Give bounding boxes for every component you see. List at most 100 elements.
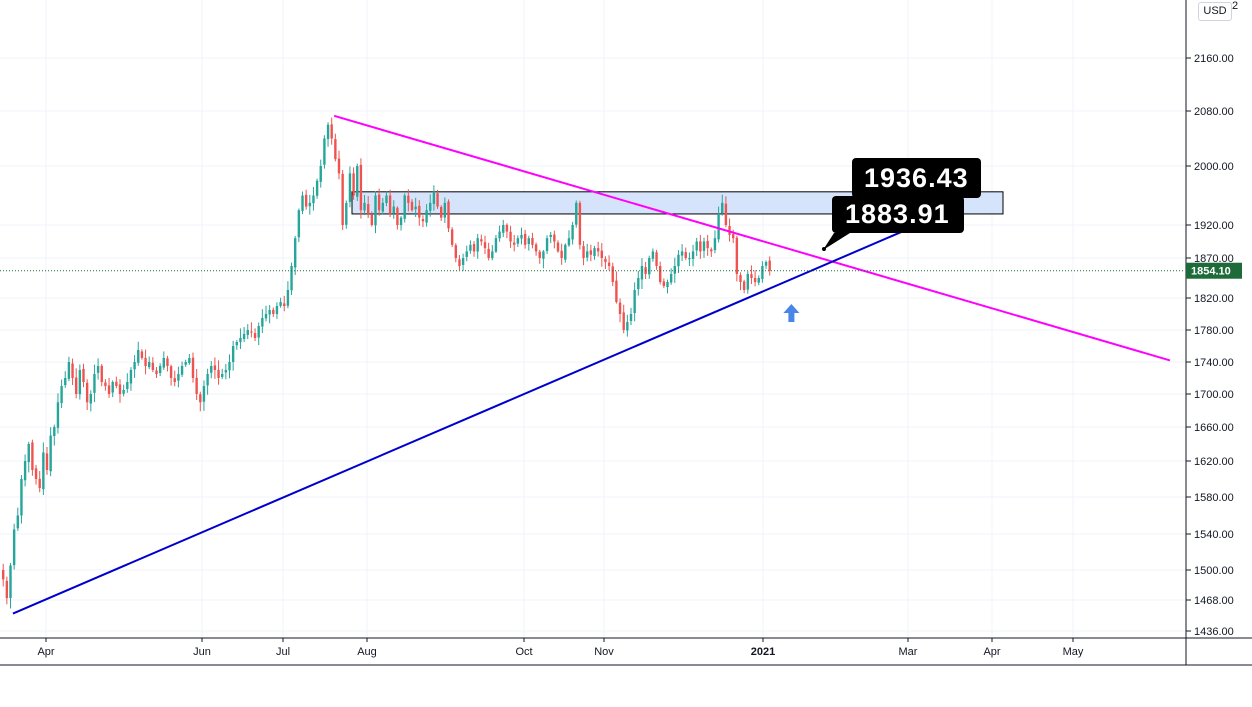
candle bbox=[246, 324, 249, 340]
candle bbox=[118, 379, 122, 403]
candle-body bbox=[162, 358, 165, 368]
price-tick-label: 1740.00 bbox=[1194, 357, 1234, 369]
candle bbox=[304, 189, 308, 210]
candle bbox=[575, 200, 578, 228]
candle-body bbox=[659, 266, 662, 282]
candle-body bbox=[640, 266, 644, 280]
candle-body bbox=[461, 258, 465, 265]
candle-body bbox=[735, 237, 739, 274]
candle-body bbox=[567, 238, 571, 246]
candle bbox=[89, 390, 92, 412]
candle-body bbox=[213, 365, 217, 370]
candle bbox=[374, 191, 377, 234]
candle bbox=[162, 351, 165, 370]
candle-body bbox=[505, 224, 509, 232]
candle-body bbox=[188, 358, 191, 364]
candle bbox=[403, 193, 406, 223]
candle bbox=[151, 357, 155, 373]
candle-body bbox=[308, 202, 311, 207]
candle-body bbox=[564, 244, 567, 260]
candle bbox=[753, 270, 757, 287]
candle-body bbox=[53, 427, 56, 437]
candle bbox=[334, 133, 337, 162]
candle bbox=[629, 307, 633, 325]
candle bbox=[199, 391, 202, 412]
candle-body bbox=[34, 468, 38, 479]
candle-body bbox=[414, 206, 417, 210]
candle-body bbox=[250, 331, 253, 333]
candle-body bbox=[93, 374, 96, 393]
candle-body bbox=[440, 207, 443, 218]
candle-body bbox=[513, 242, 516, 245]
descending-trendline bbox=[333, 114, 1171, 362]
candle bbox=[294, 236, 297, 275]
candle-body bbox=[578, 202, 582, 245]
candle bbox=[392, 200, 395, 219]
candle bbox=[228, 354, 231, 379]
candle bbox=[272, 307, 275, 317]
candle bbox=[45, 447, 49, 475]
candle bbox=[626, 314, 629, 337]
time-tick-label: Mar bbox=[899, 646, 918, 658]
candle bbox=[279, 297, 282, 308]
candle bbox=[491, 245, 494, 261]
candle bbox=[509, 225, 512, 248]
candle bbox=[669, 268, 673, 285]
candle-body bbox=[560, 250, 563, 258]
price-tick-label: 2160.00 bbox=[1194, 53, 1234, 65]
candle-body bbox=[224, 370, 228, 373]
candle bbox=[523, 229, 527, 249]
candle-body bbox=[469, 244, 472, 251]
annotations: 1936.43 1883.91 bbox=[783, 158, 981, 322]
candle bbox=[286, 281, 290, 309]
price-tick-label: 2080.00 bbox=[1194, 106, 1234, 118]
candle-body bbox=[49, 435, 52, 472]
candle-body bbox=[680, 251, 684, 256]
candle bbox=[12, 523, 16, 570]
candle bbox=[330, 117, 333, 145]
time-tick-label: Jul bbox=[276, 646, 290, 658]
currency-badge[interactable]: USD bbox=[1198, 2, 1232, 21]
candle bbox=[648, 255, 651, 279]
price-tick-label: 1700.00 bbox=[1194, 389, 1234, 401]
candle bbox=[75, 368, 78, 399]
candle bbox=[326, 122, 330, 147]
candle bbox=[2, 563, 5, 587]
candle-body bbox=[312, 195, 315, 204]
candle bbox=[261, 309, 264, 334]
candle-body bbox=[173, 378, 176, 382]
candle bbox=[359, 158, 363, 219]
candle-body bbox=[155, 370, 158, 374]
candle bbox=[312, 187, 315, 211]
candle-body bbox=[2, 570, 5, 580]
candle bbox=[586, 243, 589, 262]
candle bbox=[78, 364, 82, 400]
candle-body bbox=[724, 203, 728, 225]
price-axis[interactable]: 2160.00 2080.00 2000.00 1920.00 1870.00 1820.… bbox=[1186, 53, 1242, 638]
candle-body bbox=[556, 242, 560, 252]
candle-body bbox=[491, 251, 494, 259]
candle-body bbox=[673, 266, 676, 274]
candle-body bbox=[432, 191, 436, 204]
candle bbox=[472, 241, 476, 257]
candle bbox=[195, 369, 198, 401]
candle bbox=[308, 194, 311, 215]
time-axis[interactable]: Apr Jun Jul Aug Oct Nov 2021 Mar Apr May bbox=[37, 638, 1084, 658]
candle bbox=[494, 235, 498, 253]
candle-body bbox=[246, 330, 249, 335]
candle-body bbox=[337, 158, 341, 174]
candle-body bbox=[268, 310, 271, 315]
candle bbox=[531, 232, 534, 249]
candle bbox=[768, 256, 771, 276]
candle-body bbox=[12, 529, 16, 566]
candle-body bbox=[56, 402, 60, 428]
candle-body bbox=[502, 225, 505, 233]
candle bbox=[49, 427, 52, 477]
candle bbox=[388, 189, 392, 218]
candle-body bbox=[64, 378, 67, 386]
candle-body bbox=[23, 461, 27, 481]
candle-body bbox=[363, 202, 366, 211]
last-price-badge: 1854.10 bbox=[1186, 262, 1242, 279]
